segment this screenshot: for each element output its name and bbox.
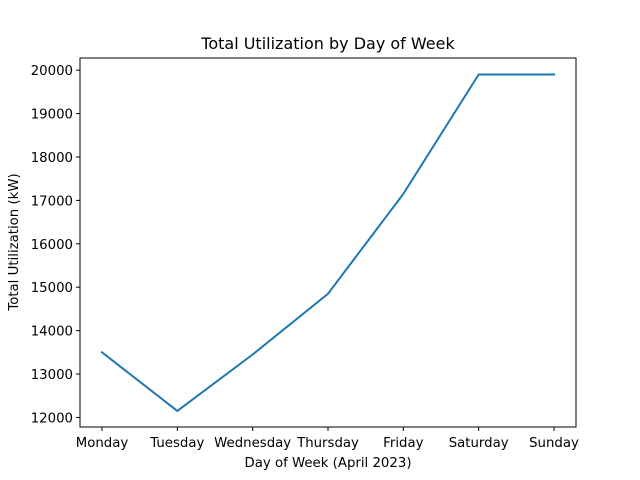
y-tick-label: 15000 — [31, 281, 73, 296]
series-line-0 — [100, 73, 555, 412]
chart-title: Total Utilization by Day of Week — [200, 34, 455, 53]
y-tick-label: 16000 — [31, 238, 73, 253]
x-tick-label: Thursday — [296, 436, 359, 451]
x-tick-label: Tuesday — [149, 436, 204, 451]
y-axis-label: Total Utilization (kW) — [7, 173, 22, 311]
x-tick-label: Sunday — [529, 436, 579, 451]
y-tick-label: 20000 — [31, 64, 73, 79]
y-tick-label: 18000 — [31, 151, 73, 166]
x-tick-label: Wednesday — [214, 436, 291, 451]
y-tick-label: 17000 — [31, 194, 73, 209]
x-axis-label: Day of Week (April 2023) — [244, 456, 411, 471]
x-tick-label: Friday — [383, 436, 423, 451]
y-tick-label: 13000 — [31, 368, 73, 383]
y-tick-label: 14000 — [31, 325, 73, 340]
x-tick-label: Monday — [76, 436, 129, 451]
y-tick-label: 19000 — [31, 108, 73, 123]
plot-area: Monday Tuesday Wednesday Thursday Friday Satu… — [31, 57, 579, 451]
y-tick-label: 12000 — [31, 411, 73, 426]
x-tick-label: Saturday — [449, 436, 509, 451]
